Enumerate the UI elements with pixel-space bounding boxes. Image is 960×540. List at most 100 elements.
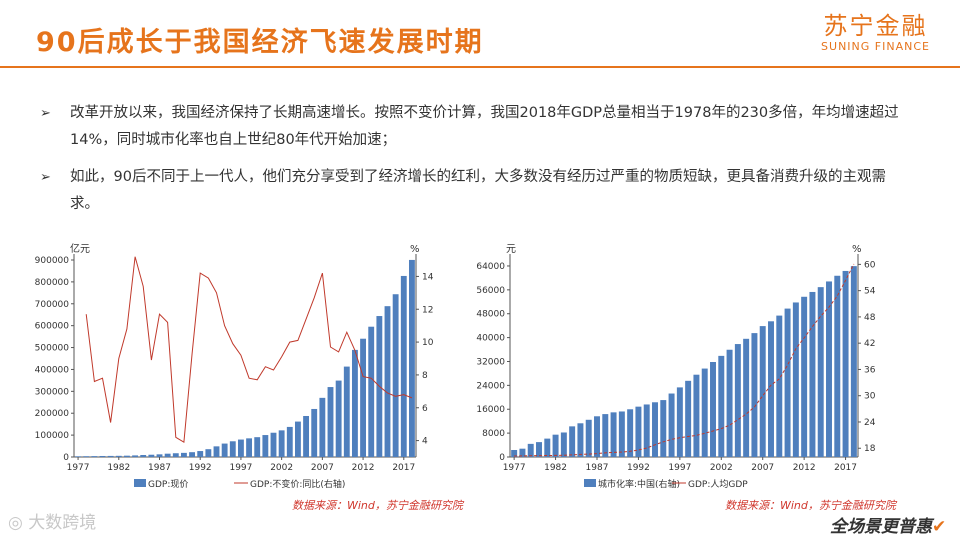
urban-bar — [685, 380, 692, 457]
urban-legend-label: 城市化率:中国(右轴) — [598, 478, 680, 490]
gdp-right-tick-label: 4 — [422, 437, 428, 447]
gdp-x-tick-label: 2007 — [311, 463, 334, 473]
urban-bar — [842, 270, 849, 457]
gdp-bar — [197, 451, 204, 457]
urban-bar — [569, 426, 576, 457]
urban-bar — [726, 349, 733, 457]
urban-bar — [701, 368, 708, 457]
urban-bar — [776, 315, 783, 457]
gdp-bar — [205, 449, 212, 457]
gdp-bar — [351, 349, 358, 457]
watermark-right-text: 全场景更普惠 — [830, 517, 932, 537]
urban-bar — [585, 419, 592, 457]
urban-bar — [759, 326, 766, 457]
urban-bar — [693, 374, 700, 457]
gdp-left-tick-label: 900000 — [35, 256, 70, 266]
gdp-bar — [75, 456, 82, 457]
urban-bar — [618, 411, 625, 457]
gdp-left-tick-label: 300000 — [35, 387, 70, 397]
chart-source-left: 数据来源：Wind，苏宁金融研究院 — [292, 499, 463, 512]
gdp-bar — [294, 421, 301, 457]
urban-right-tick-label: 30 — [864, 392, 876, 402]
urban-x-tick-label: 1992 — [627, 463, 650, 473]
urban-bar — [784, 308, 791, 457]
gdp-legend-label: GDP:不变价:同比(右轴) — [250, 478, 345, 490]
urban-left-tick-label: 48000 — [476, 310, 505, 320]
bullet-text: 如此，90后不同于上一代人，他们充分享受到了经济增长的红利，大多数没有经历过严重… — [70, 169, 886, 212]
urban-x-tick-label: 2012 — [793, 463, 816, 473]
urban-right-tick-label: 18 — [864, 444, 876, 454]
gdp-x-tick-label: 1987 — [148, 463, 171, 473]
urban-bar — [710, 362, 716, 457]
gdp-bar — [286, 426, 293, 457]
gdp-legend-swatch — [134, 479, 146, 487]
gdp-left-tick-label: 500000 — [35, 344, 70, 354]
urban-x-tick-label: 1977 — [503, 463, 526, 473]
urban-bar — [643, 404, 650, 457]
urban-bar — [577, 423, 584, 457]
gdp-x-tick-label: 2017 — [392, 463, 415, 473]
urban-bar — [850, 266, 857, 457]
urban-left-tick-label: 16000 — [476, 405, 505, 415]
urban-right-tick-label: 24 — [864, 418, 876, 428]
bullet-list: ➢ 改革开放以来，我国经济保持了长期高速增长。按照不变价计算，我国2018年GD… — [40, 100, 900, 228]
gdp-x-tick-label: 2002 — [270, 463, 293, 473]
urban-bar — [718, 355, 725, 457]
gdp-bar — [254, 437, 261, 457]
urban-bar — [610, 412, 617, 457]
bullet-item: ➢ 改革开放以来，我国经济保持了长期高速增长。按照不变价计算，我国2018年GD… — [40, 100, 900, 154]
gdp-x-tick-label: 1982 — [107, 463, 130, 473]
watermark-logo-icon: ◎ — [8, 513, 23, 533]
urban-x-tick-label: 2002 — [710, 463, 733, 473]
gdp-x-tick-label: 2012 — [352, 463, 375, 473]
urban-line — [514, 263, 855, 457]
urban-bar — [751, 333, 758, 457]
urban-bar — [527, 443, 534, 457]
gdp-x-tick-label: 1977 — [67, 463, 90, 473]
gdp-bar — [189, 452, 196, 457]
urban-bar — [734, 344, 741, 457]
urban-bar — [536, 442, 542, 457]
urban-legend-label: GDP:人均GDP — [688, 478, 748, 490]
bullet-arrow-icon: ➢ — [40, 170, 51, 185]
gdp-bar — [408, 259, 415, 457]
urban-bar — [544, 438, 551, 457]
gdp-bar — [303, 415, 310, 457]
gdp-left-tick-label: 100000 — [35, 431, 70, 441]
bullet-item: ➢ 如此，90后不同于上一代人，他们充分享受到了经济增长的红利，大多数没有经历过… — [40, 164, 900, 218]
urban-right-tick-label: 36 — [864, 365, 876, 375]
gdp-bar — [319, 397, 326, 457]
gdp-bar — [213, 446, 220, 457]
urban-right-tick-label: 48 — [864, 313, 876, 323]
urban-legend-swatch — [584, 479, 596, 487]
gdp-bar — [99, 455, 106, 457]
bullet-arrow-icon: ➢ — [40, 106, 51, 121]
bullet-text: 改革开放以来，我国经济保持了长期高速增长。按照不变价计算，我国2018年GDP总… — [70, 105, 899, 148]
urban-x-tick-label: 2017 — [834, 463, 857, 473]
gdp-bar — [164, 453, 171, 457]
gdp-bar — [156, 454, 163, 457]
urban-bar — [560, 432, 567, 457]
gdp-bar — [262, 435, 269, 457]
urban-bar — [768, 321, 774, 457]
urban-left-tick-label: 56000 — [476, 286, 505, 296]
urban-x-tick-label: 1987 — [586, 463, 609, 473]
watermark-left-text: 大数跨境 — [28, 513, 97, 533]
urban-bar — [602, 414, 609, 457]
logo-cn: 苏宁金融 — [823, 12, 928, 40]
gdp-bar — [327, 387, 334, 457]
gdp-x-tick-label: 1992 — [189, 463, 212, 473]
gdp-bar — [132, 455, 139, 457]
urban-bar — [809, 291, 816, 457]
gdp-bar — [221, 443, 228, 457]
urban-bar — [652, 402, 658, 457]
watermark-right: 全场景更普惠✔ — [830, 512, 946, 537]
gdp-legend-label: GDP:现价 — [148, 479, 188, 490]
urban-left-tick-label: 24000 — [476, 381, 505, 391]
gdp-right-tick-label: 10 — [422, 338, 434, 348]
gdp-x-tick-label: 1997 — [229, 463, 252, 473]
urban-x-tick-label: 1982 — [544, 463, 567, 473]
brand-logo: 苏宁金融 SUNING FINANCE — [821, 12, 930, 53]
page-title: 90后成长于我国经济飞速发展时期 — [36, 27, 484, 58]
